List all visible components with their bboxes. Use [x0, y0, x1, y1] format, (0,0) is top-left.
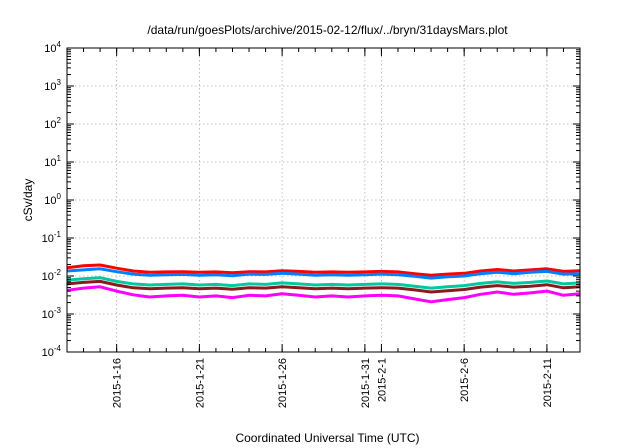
- series-line: [66, 276, 581, 290]
- y-tick-label: 10-2: [42, 268, 62, 283]
- y-axis-label: cSv/day: [21, 179, 35, 222]
- x-tick-label: 2015-1-31: [360, 358, 372, 408]
- y-tick-label: 100: [44, 192, 61, 207]
- x-axis-label: Coordinated Universal Time (UTC): [235, 431, 419, 445]
- y-tick-label: 10-3: [42, 306, 62, 321]
- y-tick-label: 10-1: [42, 230, 62, 245]
- y-tick-label: 10-4: [42, 344, 62, 359]
- y-tick-label: 102: [44, 116, 61, 131]
- series-line: [66, 267, 581, 280]
- y-tick-label: 101: [44, 154, 61, 169]
- x-tick-label: 2015-2-6: [459, 358, 471, 402]
- x-tick-label: 2015-2-11: [542, 358, 554, 407]
- series-layer: [66, 263, 581, 304]
- chart-title: /data/run/goesPlots/archive/2015-02-12/f…: [147, 23, 508, 37]
- x-tick-label: 2015-2-1: [376, 358, 388, 402]
- series-line: [66, 285, 581, 304]
- x-tick-label: 2015-1-26: [277, 358, 289, 408]
- x-tick-label: 2015-1-16: [112, 358, 124, 408]
- series-line: [66, 263, 581, 277]
- x-tick-labels: 2015-1-16 2015-1-21 2015-1-26 2015-1-31 2015…: [112, 358, 554, 408]
- tick-marks: [67, 47, 580, 353]
- y-tick-label: 104: [44, 40, 61, 55]
- y-tick-label: 103: [44, 78, 61, 93]
- y-tick-labels: 10-4 10-3 10-2 10-1 100 101 102 103 104: [42, 40, 62, 359]
- grid: [67, 48, 580, 352]
- series-line: [66, 279, 581, 294]
- x-tick-label: 2015-1-21: [194, 358, 206, 408]
